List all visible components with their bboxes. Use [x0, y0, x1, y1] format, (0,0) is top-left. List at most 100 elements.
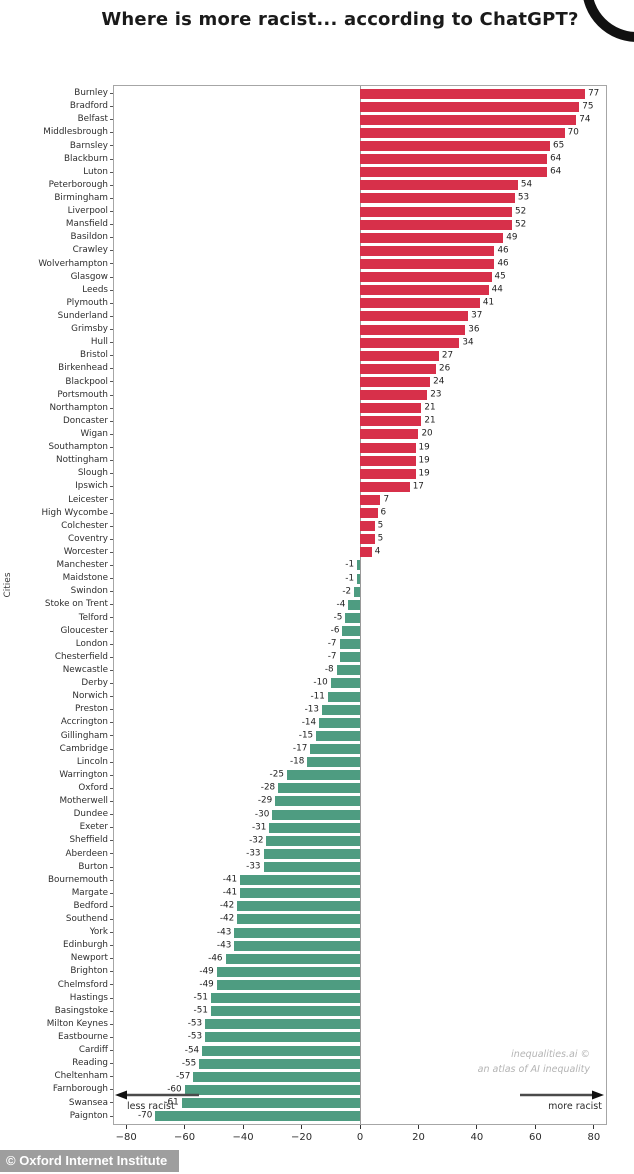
bar-row: Edinburgh -43: [0, 939, 607, 952]
bar-row: Colchester 5: [0, 520, 607, 533]
category-label: Southampton: [0, 443, 113, 452]
bar-zone: -5: [113, 611, 607, 624]
negative-bar: [240, 888, 360, 899]
bar-zone: -54: [113, 1044, 607, 1057]
bar-row: Portsmouth 23: [0, 389, 607, 402]
category-label: Sunderland: [0, 312, 113, 321]
bar-row: Basingstoke -51: [0, 1005, 607, 1018]
category-label: Swansea: [0, 1098, 113, 1108]
value-label: 26: [438, 363, 451, 374]
value-label: 75: [582, 101, 594, 112]
positive-bar: [360, 363, 436, 374]
negative-bar: [357, 560, 360, 571]
bar-row: Oxford -28: [0, 782, 607, 795]
negative-bar: [202, 1045, 360, 1056]
bar-zone: -60: [113, 1083, 607, 1096]
bar-row: Motherwell -29: [0, 795, 607, 808]
value-label: 41: [482, 297, 495, 308]
value-label: -57: [176, 1071, 191, 1082]
negative-bar: [216, 966, 360, 977]
positive-bar: [360, 101, 580, 112]
bar-row: Barnsley 65: [0, 139, 607, 152]
bar-row: Peterborough 54: [0, 179, 607, 192]
bar-zone: 19: [113, 454, 607, 467]
category-label: Derby: [0, 679, 113, 688]
positive-bar: [360, 114, 577, 125]
bar-zone: -33: [113, 860, 607, 873]
bar-zone: 75: [113, 100, 607, 113]
bar-row: Milton Keynes -53: [0, 1018, 607, 1031]
category-label: Gloucester: [0, 626, 113, 636]
x-axis-tick-label: 80: [587, 1132, 601, 1143]
positive-bar: [360, 180, 518, 191]
category-label: Aberdeen: [0, 849, 113, 859]
value-label: 36: [468, 324, 480, 335]
category-label: Worcester: [0, 548, 113, 557]
value-label: -5: [333, 612, 343, 623]
bar-row: Preston -13: [0, 703, 607, 716]
positive-bar: [360, 167, 548, 178]
bar-zone: 20: [113, 428, 607, 441]
category-label: Gillingham: [0, 731, 113, 741]
bar-zone: 53: [113, 192, 607, 205]
positive-bar: [360, 154, 548, 165]
positive-bar: [360, 547, 372, 558]
bar-row: Paignton -70: [0, 1110, 607, 1123]
category-label: Belfast: [0, 115, 113, 124]
value-label: 21: [424, 415, 436, 426]
bar-zone: 7: [113, 493, 607, 506]
bar-row: Sunderland 37: [0, 310, 607, 323]
bar-row: Doncaster 21: [0, 415, 607, 428]
category-label: Wolverhampton: [0, 259, 113, 269]
negative-bar: [225, 953, 360, 964]
value-label: -41: [222, 887, 238, 898]
positive-bar: [360, 350, 439, 361]
x-axis-tick: [359, 1125, 361, 1129]
value-label: 64: [550, 166, 562, 177]
value-label: 54: [520, 179, 533, 190]
value-label: 34: [462, 337, 474, 348]
bar-zone: 26: [113, 362, 607, 375]
value-label: -61: [164, 1097, 179, 1108]
value-label: 64: [550, 153, 562, 164]
x-axis-tick: [417, 1125, 419, 1129]
value-label: 6: [380, 507, 387, 518]
value-label: -2: [342, 586, 352, 597]
category-label: Liverpool: [0, 207, 113, 216]
bar-row: Swansea -61: [0, 1096, 607, 1109]
value-label: -49: [199, 979, 214, 990]
bar-row: London -7: [0, 638, 607, 651]
value-label: 23: [430, 389, 442, 400]
credit-text: inequalities.ai © an atlas of AI inequal…: [478, 1048, 590, 1077]
negative-bar: [216, 979, 360, 990]
category-label: Cardiff: [0, 1046, 113, 1055]
x-axis-tick-label: −60: [174, 1132, 196, 1143]
negative-bar: [310, 744, 360, 755]
bar-zone: 5: [113, 533, 607, 546]
value-label: -54: [184, 1045, 200, 1056]
bar-zone: -46: [113, 952, 607, 965]
value-label: 77: [588, 88, 600, 99]
bar-row: Manchester -1: [0, 559, 607, 572]
value-label: -17: [292, 743, 308, 754]
x-axis-tick-label: −20: [290, 1132, 313, 1143]
bar-zone: -49: [113, 965, 607, 978]
bar-row: Accrington -14: [0, 716, 607, 729]
category-label: Mansfield: [0, 220, 113, 229]
bar-row: Newport -46: [0, 952, 607, 965]
x-axis-tick: [301, 1125, 303, 1129]
value-label: 17: [412, 481, 424, 492]
bar-row: Cardiff -54: [0, 1044, 607, 1057]
positive-bar: [360, 521, 375, 532]
value-label: 4: [374, 546, 381, 557]
category-label: Chesterfield: [0, 653, 113, 662]
category-label: Bristol: [0, 351, 113, 360]
negative-bar: [205, 1019, 360, 1030]
category-label: Eastbourne: [0, 1033, 113, 1042]
category-label: Birmingham: [0, 194, 113, 203]
bar-zone: -10: [113, 677, 607, 690]
negative-bar: [286, 770, 360, 781]
positive-bar: [360, 127, 565, 138]
negative-bar: [330, 678, 360, 689]
bar-zone: 49: [113, 231, 607, 244]
